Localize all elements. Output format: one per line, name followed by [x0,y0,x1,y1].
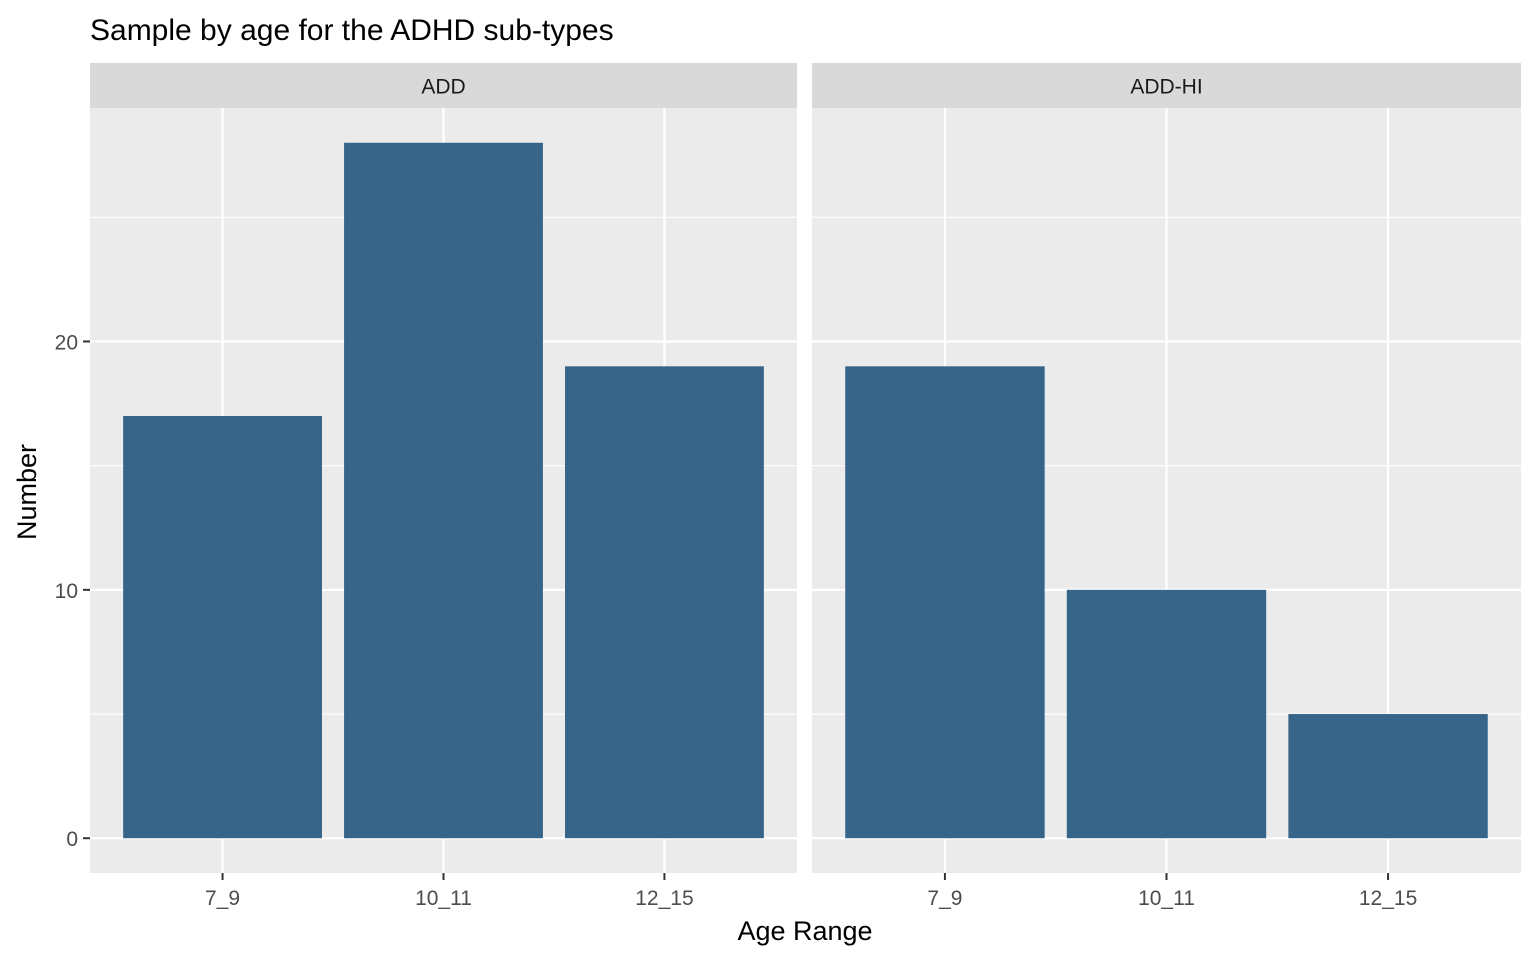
y-axis-title: Number [12,444,42,540]
x-tick-label: 7_9 [205,887,240,910]
chart-title: Sample by age for the ADHD sub-types [90,14,614,47]
bar-add-hi-7_9 [845,366,1045,839]
facet-strip-label: ADD-HI [1130,76,1202,99]
x-tick-label: 12_15 [1359,887,1417,910]
facet-strip [812,63,1521,108]
facet-panels: 7_9 10_11 12_15 ADD 7_9 10_11 12_15 ADD-HI [90,63,1521,910]
x-tick-label: 12_15 [635,887,693,910]
facet-panel-add: 7_9 10_11 12_15 ADD [90,63,797,910]
facet-strip [90,63,797,108]
bar-add-7_9 [123,415,322,839]
x-tick-label: 10_11 [1138,887,1195,910]
bar-add-12_15 [565,366,764,839]
y-tick-label: 10 [55,580,78,603]
y-tick-label: 0 [66,828,78,851]
y-tick-label: 20 [55,331,78,354]
x-axis-title: Age Range [737,916,872,946]
bar-add-10_11 [344,142,543,839]
x-tick-label: 7_9 [927,887,962,910]
y-axis: 0 10 20 [55,331,90,851]
facet-panel-add-hi: 7_9 10_11 12_15 ADD-HI [812,63,1521,910]
x-tick-label: 10_11 [415,887,472,910]
bar-add-hi-10_11 [1066,589,1267,839]
facet-strip-label: ADD [421,76,465,99]
bar-add-hi-12_15 [1288,714,1488,839]
